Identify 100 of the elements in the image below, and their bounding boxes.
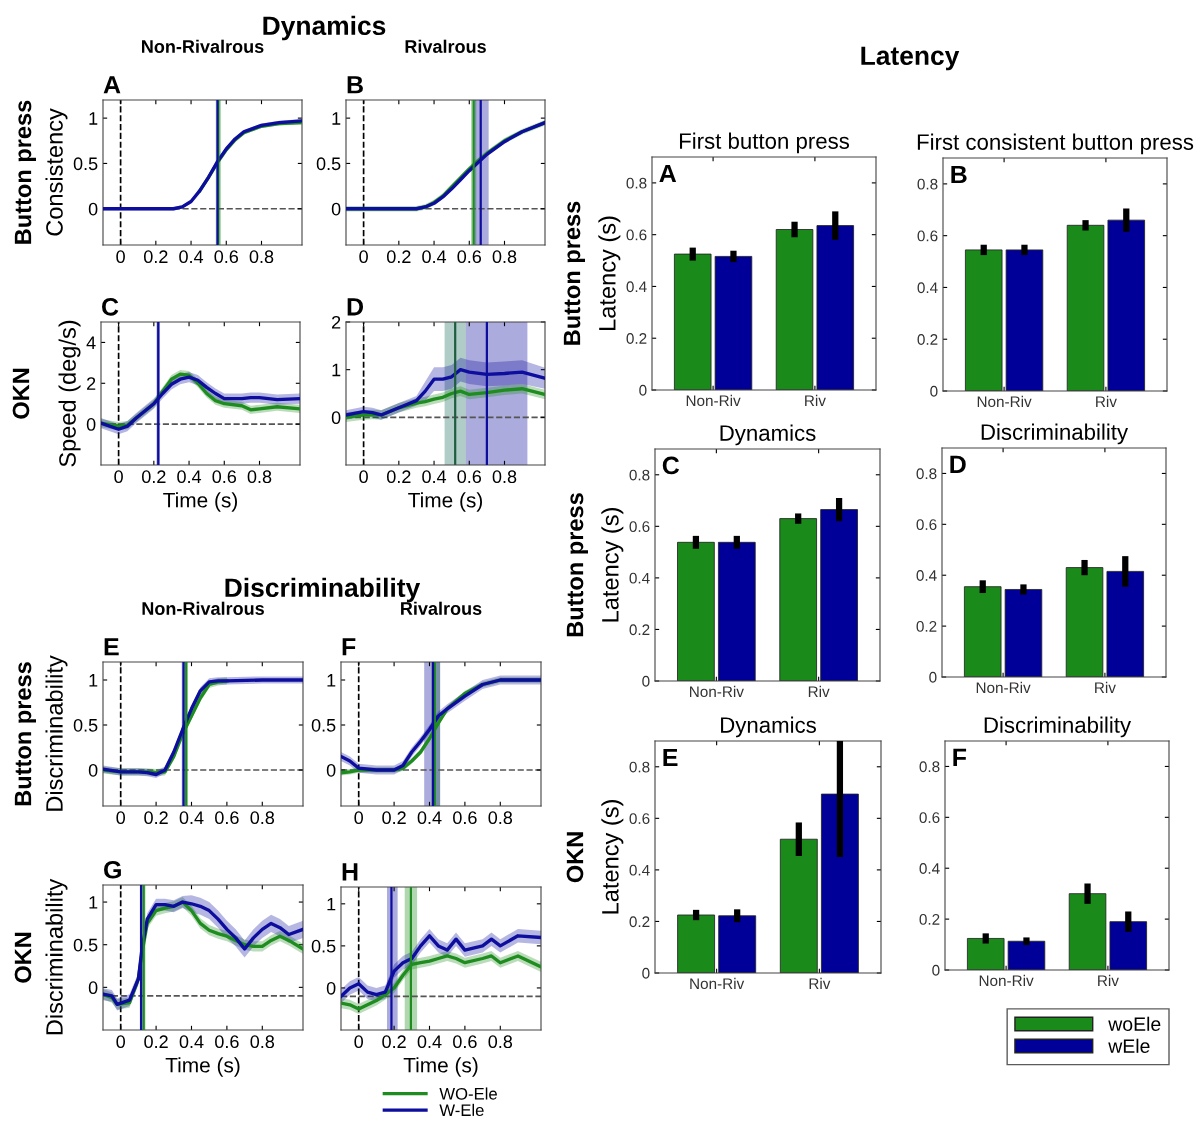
text: G: [104, 860, 121, 879]
y-tick-label: 2: [332, 315, 341, 329]
annotation: B: [951, 165, 967, 184]
x-tick-label: 0.4: [179, 811, 204, 825]
text: D: [347, 298, 363, 316]
x-tick-label: 0.6: [212, 470, 237, 484]
y-tick-label: 0.4: [919, 863, 940, 874]
y-tick-label: 1: [89, 112, 98, 125]
x-tick-label: 0.6: [215, 811, 239, 825]
chart-title: Discriminability: [981, 423, 1129, 445]
y-tick-label: 0: [932, 964, 940, 976]
x-tick-label: 0.8: [492, 470, 517, 484]
annotation: D: [950, 455, 966, 473]
y-axis-title: Discriminability: [45, 655, 68, 811]
y-tick-label: 0.5: [311, 718, 336, 732]
x-tick-label: 0.2: [382, 1035, 406, 1049]
chart-title: Non-Rivalrous: [142, 39, 264, 53]
y-tick-label: 2: [87, 377, 96, 390]
y-tick-label: 0.2: [629, 624, 650, 636]
x-tick-label: 0.2: [144, 1035, 168, 1049]
x-tick-label: 0.8: [247, 470, 272, 484]
text: OKN: [566, 832, 584, 883]
x-tick-label: 0.4: [179, 250, 204, 264]
chart-title: First button press: [679, 132, 850, 154]
y-axis-title: Latency (s): [601, 800, 624, 914]
x-tick-label: 0.8: [250, 1035, 275, 1049]
x-tick-label: 0.2: [144, 811, 168, 825]
x-tick-label: Non-Riv: [690, 685, 744, 698]
y-tick-label: 0: [326, 763, 336, 777]
text: Latency: [861, 46, 960, 71]
y-tick-label: 0.2: [626, 333, 647, 344]
y-tick-label: 0.8: [917, 178, 938, 190]
x-tick-label: 0.6: [453, 811, 477, 825]
x-tick-label: Riv: [1096, 395, 1117, 407]
y-tick-label: 4: [86, 336, 96, 349]
x-tick-label: 0.6: [453, 1035, 477, 1049]
y-tick-label: 0.5: [311, 939, 336, 953]
y-tick-label: 0.4: [626, 281, 647, 293]
chart-title: Rivalrous: [405, 39, 486, 53]
y-tick-label: 0.8: [919, 761, 940, 773]
x-tick-label: 0.8: [250, 811, 275, 825]
y-tick-label: 1: [332, 363, 341, 377]
text: Discriminability: [225, 577, 421, 603]
x-tick-label: 0.8: [488, 1035, 513, 1049]
y-tick-label: 0.2: [916, 620, 937, 632]
annotation: E: [663, 748, 678, 767]
x-tick-label: 0.4: [422, 470, 447, 484]
x-tick-label: 0: [359, 470, 368, 484]
x-tick-label: 0.2: [386, 470, 411, 484]
x-tick-label: Riv: [1098, 974, 1119, 986]
y-tick-label: 1: [332, 112, 341, 125]
text: Button press: [566, 493, 589, 637]
legend-label: wEle: [1108, 1038, 1150, 1054]
x-axis-title: Time (s): [408, 492, 483, 512]
y-tick-label: 0: [639, 384, 647, 396]
y-axis-title: Consistency: [45, 108, 68, 236]
x-tick-label: 0.4: [179, 1035, 204, 1049]
annotation: A: [659, 164, 677, 183]
x-tick-label: Riv: [805, 394, 826, 406]
text: F: [342, 638, 356, 656]
y-axis-title: Latency (s): [601, 508, 624, 622]
text: Button press: [563, 201, 586, 345]
y-tick-label: 0.5: [73, 157, 98, 171]
y-tick-label: 0: [331, 411, 341, 425]
y-tick-label: 0.5: [73, 938, 98, 952]
y-tick-label: 0.2: [919, 913, 940, 925]
y-tick-label: 0: [930, 385, 938, 397]
x-axis-title: Time (s): [403, 1057, 478, 1077]
y-tick-label: 0.4: [629, 572, 650, 584]
y-tick-label: 0: [331, 202, 341, 216]
y-axis-title: Discriminability: [45, 878, 68, 1035]
x-tick-label: Riv: [808, 685, 830, 697]
x-tick-label: 0: [114, 470, 123, 484]
y-axis-title: Latency (s): [598, 216, 621, 330]
legend-label: woEle: [1108, 1016, 1161, 1031]
y-tick-label: 0.6: [626, 229, 647, 241]
x-tick-label: 0.8: [492, 250, 517, 264]
text: Button press: [14, 100, 36, 244]
text: B: [347, 76, 363, 94]
x-tick-label: 0.2: [141, 470, 166, 484]
text: E: [104, 638, 119, 656]
x-tick-label: 0.2: [386, 250, 411, 264]
x-tick-label: 0.4: [422, 250, 447, 264]
x-tick-label: 0.4: [177, 470, 202, 484]
y-tick-label: 0.5: [73, 718, 98, 732]
x-tick-label: Riv: [809, 977, 831, 989]
x-tick-label: 0.8: [488, 811, 513, 825]
y-tick-label: 1: [327, 674, 336, 687]
y-tick-label: 0: [88, 202, 98, 216]
y-tick-label: 0.6: [917, 230, 938, 242]
y-tick-label: 1: [89, 896, 98, 909]
text: OKN: [12, 368, 30, 419]
x-tick-label: 0.4: [417, 1035, 442, 1049]
y-tick-label: 0: [88, 763, 98, 777]
x-tick-label: 0.4: [417, 811, 442, 825]
legend-label: W-Ele: [439, 1103, 484, 1117]
y-axis-title: Speed (deg/s): [58, 320, 81, 467]
annotation: C: [662, 456, 680, 475]
y-tick-label: 0.6: [629, 521, 650, 533]
text: Button press: [14, 662, 36, 806]
